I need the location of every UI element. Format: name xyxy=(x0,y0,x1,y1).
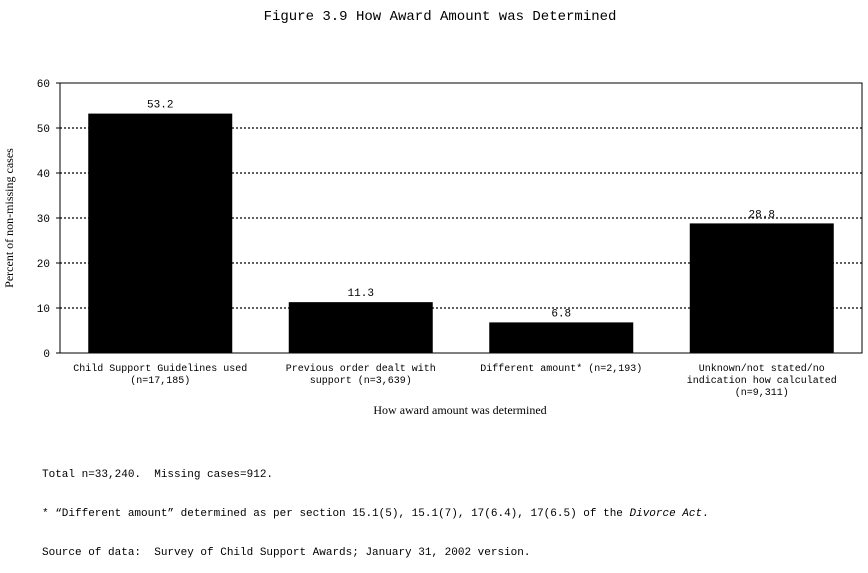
footnote-text: * “Different amount” determined as per s… xyxy=(42,508,630,520)
total-note: Total n=33,240. Missing cases=912. xyxy=(42,469,274,481)
category-label-4: Unknown/not stated/no indication how calc… xyxy=(687,363,837,399)
y-tick-label-0: 0 xyxy=(43,349,50,361)
plot-area: 0 10 20 30 40 50 60 53.2 Child Support Guideline… xyxy=(37,79,863,399)
y-tick-label-10: 10 xyxy=(37,304,50,316)
value-label-1: 53.2 xyxy=(147,100,173,112)
y-axis-label: Percent of non-missing cases xyxy=(2,148,16,288)
divorce-act-title: Divorce Act xyxy=(629,508,703,520)
different-amount-footnote: * “Different amount” determined as per s… xyxy=(42,508,709,521)
y-tick-label-60: 60 xyxy=(37,79,50,91)
y-tick-label-40: 40 xyxy=(37,169,50,181)
y-tick-label-50: 50 xyxy=(37,124,50,136)
category-label-3-line-1: Different amount* (n=2,193) xyxy=(480,363,642,375)
value-label-3: 6.8 xyxy=(551,308,571,320)
source-note: Source of data: Survey of Child Support … xyxy=(42,547,531,559)
category-label-1-line-2: (n=17,185) xyxy=(130,375,190,387)
category-label-4-line-3: (n=9,311) xyxy=(735,387,789,399)
chart-notes: Total n=33,240. Missing cases=912. * “Di… xyxy=(42,443,709,573)
value-label-4: 28.8 xyxy=(749,209,775,221)
category-label-2: Previous order dealt with support (n=3,63… xyxy=(286,363,436,387)
bar-4 xyxy=(689,223,834,353)
category-label-4-line-2: indication how calculated xyxy=(687,375,837,387)
y-tick-label-30: 30 xyxy=(37,214,50,226)
category-label-2-line-1: Previous order dealt with xyxy=(286,363,436,375)
bar-chart: Figure 3.9 How Award Amount was Determin… xyxy=(2,9,863,417)
value-label-2: 11.3 xyxy=(348,288,374,300)
category-label-1: Child Support Guidelines used (n=17,185) xyxy=(73,363,247,387)
chart-title: Figure 3.9 How Award Amount was Determin… xyxy=(264,9,617,25)
plot-frame xyxy=(59,82,863,354)
category-label-2-line-2: support (n=3,639) xyxy=(310,375,412,387)
bar-1 xyxy=(88,113,233,353)
category-label-3: Different amount* (n=2,193) xyxy=(480,363,642,375)
footnote-end: . xyxy=(702,508,709,520)
y-tick-label-20: 20 xyxy=(37,259,50,271)
x-axis-label: How award amount was determined xyxy=(373,403,546,417)
bar-2 xyxy=(288,302,433,353)
category-label-1-line-1: Child Support Guidelines used xyxy=(73,363,247,375)
bar-3 xyxy=(489,322,634,353)
category-label-4-line-1: Unknown/not stated/no xyxy=(699,363,825,375)
